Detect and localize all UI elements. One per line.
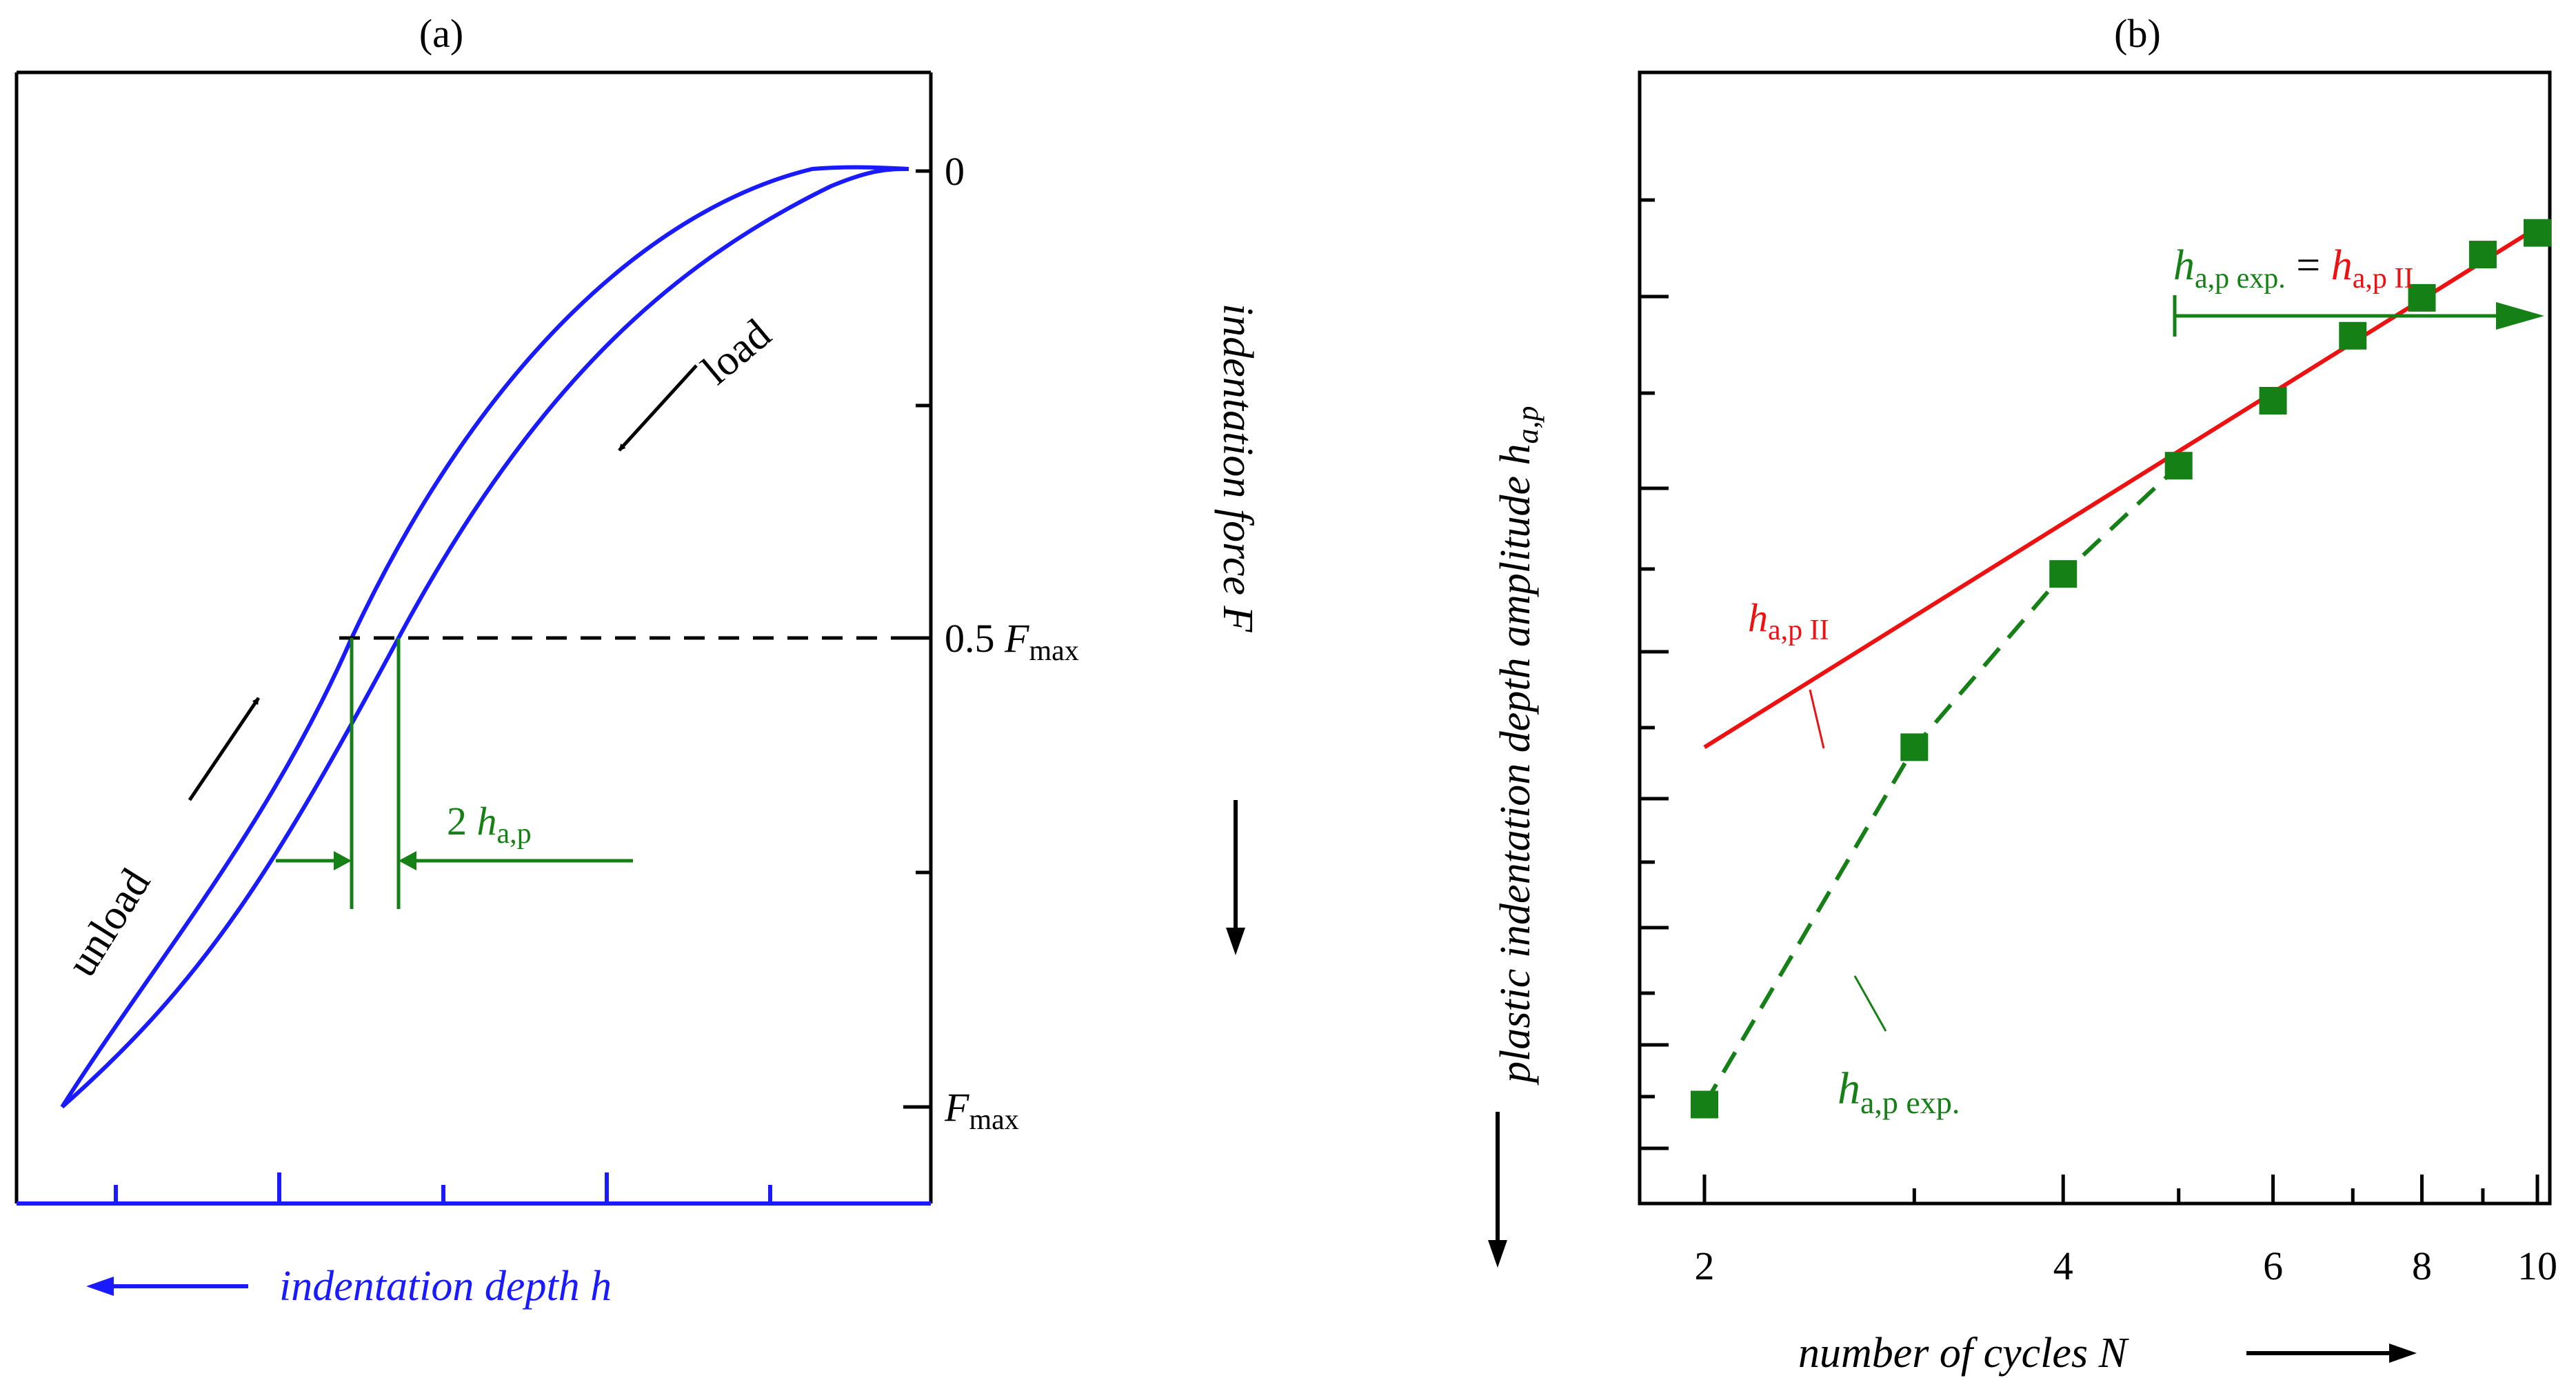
panel-b-frame [1638,70,2552,1206]
exp-data-point [2164,452,2193,480]
equality-label: ha,p exp. = ha,p II [2173,242,2413,294]
fit-label: ha,p II [1748,595,1829,646]
amplitude-marker [276,638,633,909]
fit-leader-line [1809,689,1825,749]
exp-data-point [2408,283,2436,312]
depth-axis-arrow [86,1277,248,1296]
panel-b-x-ticks: 2 4 6 8 10 [1695,1175,2557,1288]
depth-axis-title: indentation depth h [279,1263,612,1310]
x-tick-label: 4 [2053,1244,2073,1288]
exp-data-point [2524,219,2551,247]
equality-range-arrow [2173,295,2544,337]
panel-a-bottom-axis [17,1172,931,1206]
tick-label-fmax: Fmax [944,1085,1019,1136]
x-tick-label: 6 [2263,1244,2283,1288]
exp-data-point [2468,241,2497,269]
fit-line-h-a-p-ii [1703,226,2539,749]
amplitude-label: 2 ha,p [447,799,532,850]
tick-label-zero: 0 [945,149,965,194]
exp-leader-line [1853,975,1887,1032]
exp-label: ha,p exp. [1838,1064,1960,1120]
force-axis-title: indentation force F [1214,303,1261,633]
load-arrow [618,364,698,452]
x-tick-label: 2 [1695,1244,1715,1288]
panel-b-label: (b) [2114,11,2161,56]
exp-dashed-line [1702,464,2180,1106]
unload-arrow [188,697,261,801]
x-tick-label: 8 [2412,1244,2432,1288]
panel-a-label: (a) [419,11,463,56]
x-tick-label: 10 [2517,1244,2557,1288]
force-axis-arrow [1226,800,1245,955]
panel-b-x-axis-arrow [2246,1344,2417,1363]
exp-data-point [2259,387,2287,415]
panel-b-y-axis-title: plastic indentation depth amplitude ha,p [1492,406,1544,1086]
panel-b-x-axis-title: number of cycles N [1798,1330,2130,1377]
exp-data-point [2049,560,2077,588]
exp-data-point [1900,733,1929,761]
load-curve [61,167,909,1109]
unload-label: unload [58,861,159,984]
panel-b-y-ticks [1640,198,1669,1150]
unload-curve [60,165,909,1108]
exp-data-point [1691,1090,1718,1119]
tick-label-half-fmax: 0.5 Fmax [945,616,1079,667]
panel-b-y-axis-arrow [1488,1112,1507,1268]
exp-data-point [2339,321,2367,350]
load-label: load [693,310,779,394]
panel-b-plot [1691,219,2551,1119]
